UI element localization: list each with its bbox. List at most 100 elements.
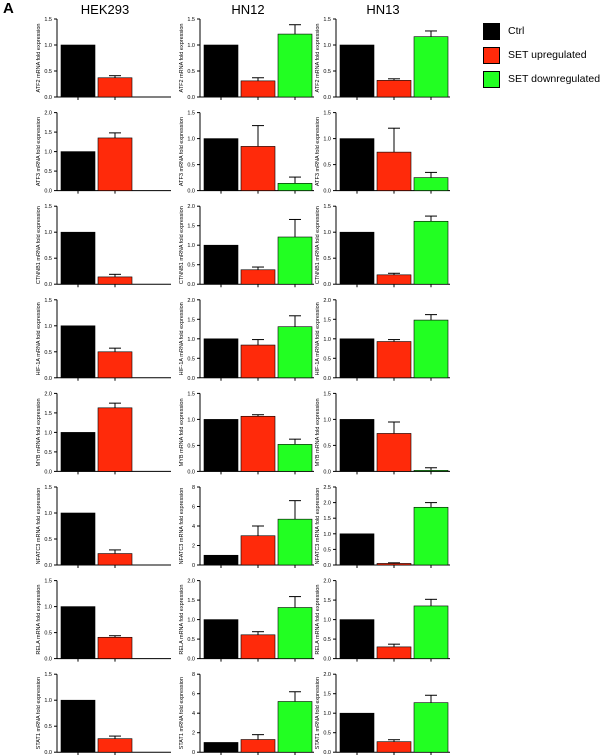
y-axis-title: CTNNB1 mRNA fold expression (315, 206, 321, 284)
y-tick-label: 8 (192, 672, 195, 678)
y-tick-label: 0.5 (323, 163, 331, 169)
y-tick-label: 2 (192, 731, 195, 737)
legend-item-set-upregulated: SET upregulated (483, 46, 587, 64)
y-axis-title: RELA mRNA fold expression (315, 585, 321, 655)
y-tick-label: 0.0 (44, 657, 52, 663)
y-tick-label: 6 (192, 505, 195, 511)
bar-set-downregulated (413, 506, 449, 566)
column-title-hn13: HN13 (366, 2, 400, 17)
bar-set-upregulated (97, 636, 133, 659)
y-tick-label: 2.5 (323, 485, 331, 491)
y-tick-label: 0.5 (187, 356, 195, 362)
y-tick-label: 0.5 (323, 731, 331, 737)
y-tick-label: 0.5 (323, 356, 331, 362)
bar-set-upregulated (97, 276, 133, 285)
y-axis-title: MYB mRNA fold expression (36, 398, 42, 466)
y-tick-label: 1.5 (44, 485, 52, 491)
y-axis-title: HIF-1A mRNA fold expression (315, 302, 321, 375)
y-tick-label: 0.5 (323, 443, 331, 449)
y-tick-label: 2.0 (44, 111, 52, 117)
bar-set-upregulated (376, 741, 412, 753)
y-axis-title: ATF2 mRNA fold expression (315, 24, 321, 93)
y-tick-label: 1.5 (44, 672, 52, 678)
y-axis-title: ATF2 mRNA fold expression (36, 24, 42, 93)
y-tick-label: 0.0 (323, 376, 331, 382)
y-tick-label: 0.0 (323, 95, 331, 101)
bar-set-downregulated (277, 518, 313, 566)
y-tick-label: 0.5 (187, 443, 195, 449)
y-tick-label: 1.0 (187, 137, 195, 143)
y-tick-label: 1.0 (187, 417, 195, 423)
y-tick-label: 0.5 (44, 537, 52, 543)
bar-set-upregulated (97, 738, 133, 753)
y-axis-title: NFATC3 mRNA fold expression (179, 488, 185, 565)
bar-ctrl (60, 512, 96, 566)
legend-swatch-set-upregulated (483, 46, 500, 64)
y-tick-label: 0.0 (187, 189, 195, 195)
y-tick-label: 0.5 (323, 547, 331, 553)
y-axis-title: CTNNB1 mRNA fold expression (179, 206, 185, 284)
y-tick-label: 1.5 (323, 598, 331, 604)
y-tick-label: 0.0 (187, 95, 195, 101)
y-tick-label: 0.0 (323, 282, 331, 288)
legend-swatch-set-downregulated (483, 70, 500, 88)
y-tick-label: 0.0 (323, 189, 331, 195)
y-tick-label: 1.0 (323, 417, 331, 423)
y-tick-label: 0.5 (44, 169, 52, 175)
bar-set-upregulated (376, 563, 412, 566)
y-tick-label: 1.0 (44, 605, 52, 611)
bar-set-upregulated (240, 739, 276, 753)
bar-ctrl (60, 44, 96, 98)
y-axis-title: NFATC3 mRNA fold expression (315, 488, 321, 565)
y-tick-label: 1.0 (44, 430, 52, 436)
y-tick-label: 2.0 (187, 204, 195, 210)
bar-set-downregulated (413, 220, 449, 285)
y-tick-label: 1.5 (323, 111, 331, 117)
y-tick-label: 4 (192, 524, 195, 530)
y-tick-label: 1.0 (323, 230, 331, 236)
bar-set-downregulated (277, 701, 313, 753)
y-tick-label: 0.0 (187, 376, 195, 382)
bar-ctrl (203, 419, 239, 472)
chart-hn12-7: 0 2 4 6 8 STAT1 mRNA fold expression (179, 672, 314, 755)
y-axis-title: HIF-1A mRNA fold expression (179, 302, 185, 375)
bar-ctrl (339, 338, 375, 379)
y-tick-label: 1.5 (323, 204, 331, 210)
bar-ctrl (60, 231, 96, 285)
y-tick-label: 0.0 (323, 563, 331, 569)
bar-ctrl (339, 231, 375, 285)
column-title-hn12: HN12 (231, 2, 265, 17)
legend-swatch-ctrl (483, 22, 500, 40)
y-tick-label: 1.5 (44, 130, 52, 136)
y-tick-label: 1.0 (323, 337, 331, 343)
y-tick-label: 1.5 (323, 516, 331, 522)
bar-ctrl (339, 419, 375, 472)
y-tick-label: 0.0 (187, 282, 195, 288)
y-tick-label: 1.0 (187, 337, 195, 343)
bar-ctrl (60, 606, 96, 659)
bar-set-upregulated (240, 344, 276, 379)
y-tick-label: 1.5 (187, 598, 195, 604)
bar-set-downregulated (413, 702, 449, 753)
y-tick-label: 1.5 (44, 298, 52, 304)
y-tick-label: 2.0 (323, 501, 331, 507)
y-tick-label: 2.0 (323, 672, 331, 678)
y-axis-title: STAT1 mRNA fold expression (315, 677, 321, 749)
bar-set-downregulated (413, 470, 449, 472)
y-tick-label: 0.0 (44, 563, 52, 569)
column-title-hek293: HEK293 (80, 2, 130, 17)
legend-label-ctrl: Ctrl (508, 25, 525, 37)
y-tick-label: 1.5 (187, 111, 195, 117)
bar-set-upregulated (240, 146, 276, 191)
y-tick-label: 0.0 (44, 282, 52, 288)
bar-set-upregulated (97, 407, 133, 472)
